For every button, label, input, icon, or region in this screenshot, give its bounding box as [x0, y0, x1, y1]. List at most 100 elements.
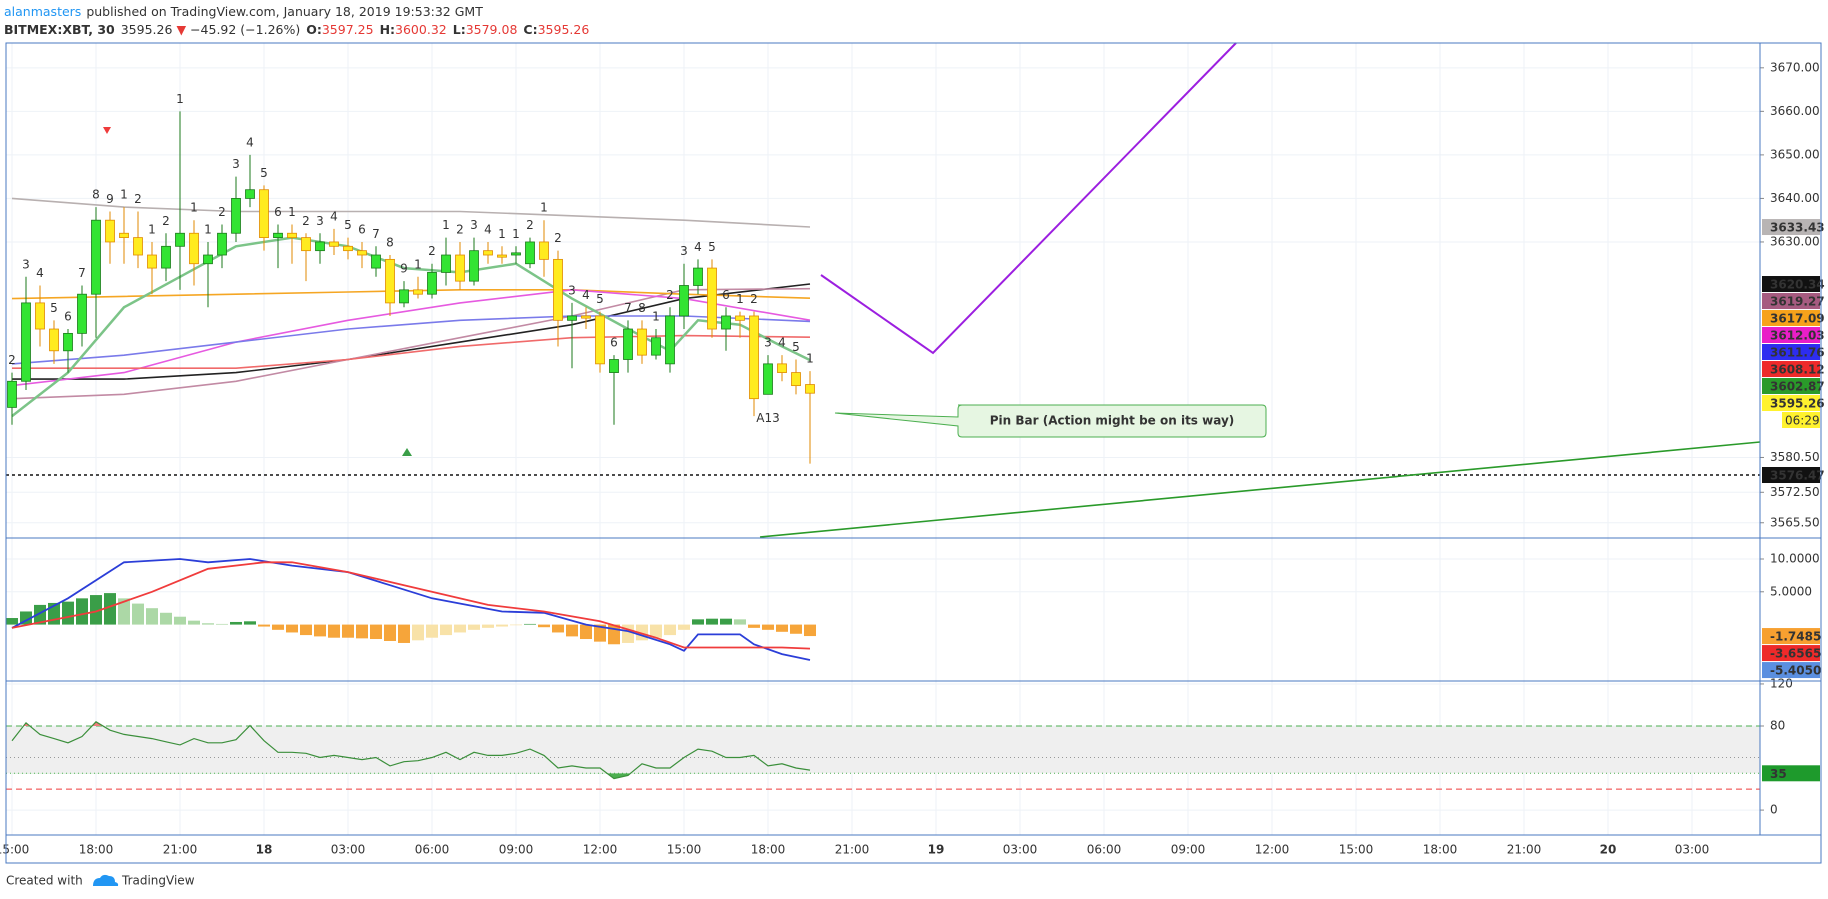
label-below: A13	[756, 411, 779, 425]
candle-body	[49, 328, 59, 352]
histogram-bar	[678, 624, 690, 630]
candle-body	[385, 258, 395, 304]
price-tag-label: 3576.47	[1770, 469, 1825, 483]
x-tick-label: 15:00	[1339, 843, 1374, 857]
candle-body	[105, 219, 115, 243]
candle-body	[581, 315, 591, 319]
candle-body	[609, 359, 619, 373]
td-count-sell: 4	[778, 336, 786, 350]
histogram-bar	[202, 623, 214, 625]
candle-body	[469, 250, 479, 282]
candle-body	[147, 254, 157, 269]
candle-body	[357, 250, 367, 256]
price-tag-label: 3612.03	[1770, 329, 1825, 343]
price-tag-label: 3633.43	[1770, 221, 1825, 235]
candle-body	[7, 380, 17, 408]
td-count-buy: 4	[582, 288, 590, 302]
histogram-bar	[342, 624, 354, 638]
histogram-bar	[776, 624, 788, 632]
td-count-buy: 1	[652, 310, 660, 324]
frame	[5, 42, 1822, 864]
brand[interactable]: TradingView	[121, 874, 195, 888]
td-count-sell: 6	[358, 222, 366, 236]
td-count-sell: 1	[148, 222, 156, 236]
y-tick-label: 3670.00	[1770, 60, 1820, 74]
candle-body	[749, 315, 759, 400]
td-count-sell: 5	[792, 340, 800, 354]
histogram-bar	[580, 624, 592, 640]
band	[6, 725, 1760, 774]
td-count-sell: 1	[190, 201, 198, 215]
callout-text: Pin Bar (Action might be on its way)	[990, 414, 1235, 428]
price-tag	[1762, 219, 1820, 236]
x-tick-label: 12:00	[1255, 843, 1290, 857]
symbol: BITMEX:XBT, 30	[4, 22, 115, 37]
td-count-buy: 2	[218, 205, 226, 219]
y-tick-label: 3565.50	[1770, 515, 1820, 529]
td-count-buy: 9	[106, 192, 114, 206]
td-count-sell: 1	[540, 201, 548, 215]
author[interactable]: alanmasters	[4, 4, 81, 19]
candle-body	[525, 241, 535, 265]
histogram-bar	[538, 624, 550, 628]
up-marker	[402, 448, 412, 456]
x-tick-label: 09:00	[499, 843, 534, 857]
td-count-sell: 2	[162, 214, 170, 228]
header-line-2: BITMEX:XBT, 30 3595.26 ▼ −45.92 (−1.26%) O:3…	[4, 22, 589, 37]
candle-body	[679, 285, 689, 317]
y-tick-label: 3580.50	[1770, 450, 1820, 464]
histogram-bar	[160, 612, 172, 625]
price-tag-label: -3.6565	[1770, 647, 1821, 661]
td-count-buy: 5	[260, 166, 268, 180]
price-tag-label: 35	[1770, 767, 1787, 781]
histogram-bar	[720, 618, 732, 625]
td-count-sell: 1	[806, 352, 814, 366]
td-count-sell: 8	[386, 236, 394, 250]
callout	[834, 404, 1267, 438]
price-tag	[1762, 361, 1820, 378]
x-tick-label: 18:00	[1423, 843, 1458, 857]
logo[interactable]	[93, 874, 119, 886]
x-tick-label: 03:00	[331, 843, 366, 857]
candle-body	[133, 237, 143, 256]
x-tick-label: 06:00	[415, 843, 450, 857]
td-count-sell: 1	[498, 227, 506, 241]
oversold-fill	[12, 773, 810, 779]
td-count-sell: 9	[400, 262, 408, 276]
x-tick-label: 03:00	[1003, 843, 1038, 857]
candle-body	[651, 337, 661, 356]
candle-body	[161, 245, 171, 269]
price-tag-label: 3619.27	[1770, 295, 1825, 309]
candle-body	[637, 328, 647, 356]
td-count-sell: 8	[638, 301, 646, 315]
td-count-sell: 4	[330, 209, 338, 223]
y-tick-label: 3572.50	[1770, 485, 1820, 499]
histogram-bar	[258, 624, 270, 627]
td-count-sell: 2	[750, 292, 758, 306]
x-tick-label: 21:00	[163, 843, 198, 857]
td-count-sell: 2	[554, 231, 562, 245]
price-tag-label: -5.4050	[1770, 664, 1821, 678]
candle-body	[805, 384, 815, 394]
td-count-buy: 6	[722, 288, 730, 302]
histogram-bar	[188, 620, 200, 625]
y-tick-label: 120	[1770, 676, 1793, 690]
candle-body	[455, 254, 465, 282]
histogram-bar	[6, 618, 18, 625]
td-count-buy: 5	[708, 240, 716, 254]
candle-body	[623, 328, 633, 360]
candle-body	[427, 272, 437, 295]
candle-body	[763, 363, 773, 395]
candle-body	[413, 289, 423, 295]
histogram-bar	[216, 623, 228, 625]
histogram-bar	[62, 601, 74, 625]
candle-body	[567, 315, 577, 321]
candle-body	[273, 232, 283, 239]
price-tag	[1762, 344, 1820, 361]
candle-body	[777, 363, 787, 373]
histogram-bar	[314, 624, 326, 637]
candle-body	[63, 332, 73, 352]
td-count-buy: 4	[246, 135, 254, 149]
